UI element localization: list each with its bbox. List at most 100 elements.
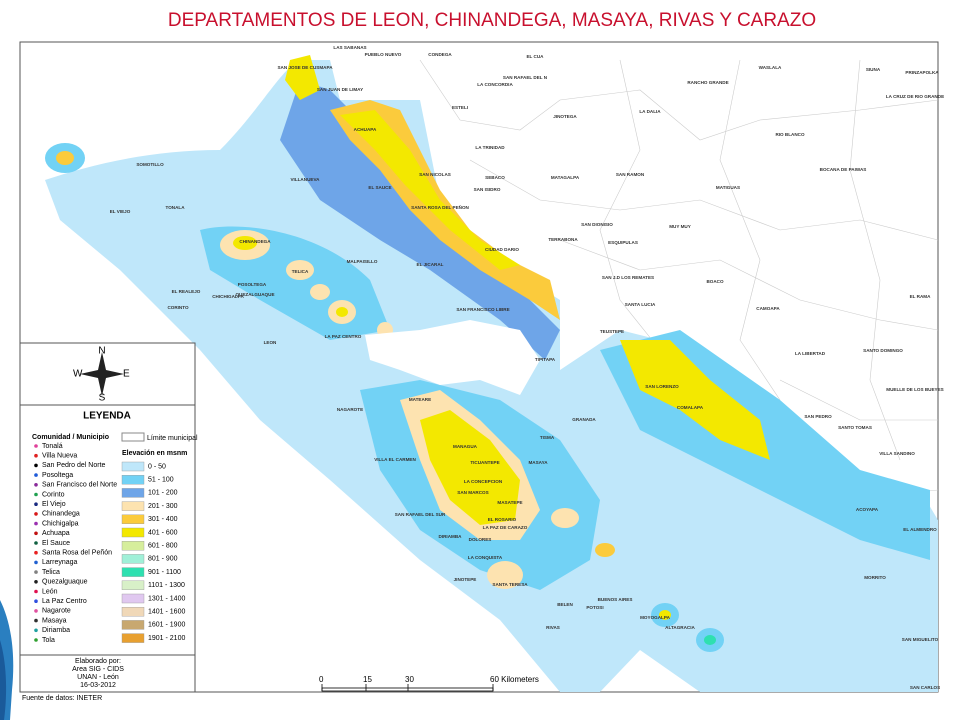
place-label: MATAGALPA [551,175,580,180]
elevation-swatch [121,593,145,604]
elevation-label: 801 - 900 [148,556,178,563]
elevation-label: 1301 - 1400 [148,595,185,602]
community-marker [34,463,38,468]
place-label: MUELLE DE LOS BUEYES [886,387,943,392]
decor [0,640,7,720]
place-label: EL REALEJO [172,289,201,294]
elevation-label: 1101 - 1300 [148,582,185,589]
place-label: LA TRINIDAD [475,145,505,150]
community-label: Larreynaga [42,559,78,566]
community-label: Diriamba [42,627,70,634]
place-label: MUY MUY [669,224,691,229]
elevation-swatch [121,567,145,577]
place-label: MASAYA [528,460,548,465]
place-label: LA PAZ DE CARAZO [483,525,528,530]
community-marker [34,512,38,516]
place-label: TEUSTEPE [600,329,624,334]
elevation-swatch [121,541,145,551]
place-label: TICUANTEPE [470,460,499,465]
place-label: QUEZALGUAQUE [235,292,274,297]
community-label: Posoltega [42,472,73,479]
elevation-swatch [121,580,145,590]
place-label: VILLA EL CARMEN [374,457,416,462]
place-label: SAN MIGUELITO [902,637,939,642]
place-label: TIPITAPA [535,357,556,362]
community-label: San Pedro del Norte [42,462,106,469]
place-label: SIUNA [866,67,881,72]
place-label: MANAGUA [453,444,478,449]
place-label: PRINZAPOLKA [905,70,939,75]
community-label: Masaya [42,617,67,624]
elevation-label: 1901 - 2100 [148,635,185,642]
place-label: BELEN [557,602,573,607]
place-label: CORINTO [167,305,189,310]
community-label: El Viejo [42,501,66,508]
place-label: SEBACO [485,175,505,180]
credit-line: UNAN - León [77,674,119,681]
elevation-swatch [121,501,145,511]
community-label: Quezalguaque [42,579,88,586]
source: Fuente de datos: INETER [22,695,102,702]
place-label: MORRITO [864,575,886,580]
place-label: MASATEPE [497,500,522,505]
place-label: MATIGUAS [716,185,740,190]
elevation-swatch [121,527,145,538]
place-label: CHINANDEGA [239,239,271,244]
place-label: SAN J.D LOS REMATES [602,275,654,280]
scale-label: 0 [319,675,324,684]
elevation-heading: Elevación en msnm [122,450,187,457]
community-label: San Francisco del Norte [42,482,117,489]
place-label: SAN CARLOS [910,685,940,690]
community-label: Tonalá [42,443,63,450]
place-label: ESQUIPULAS [608,240,638,245]
terrain [45,55,939,692]
place-label: SAN FRANCISCO LIBRE [456,307,509,312]
place-label: NAGAROTE [337,407,363,412]
community-marker [34,628,38,633]
community-label: Chichigalpa [42,520,79,527]
place-label: SANTA TERESA [492,582,528,587]
place-label: EL ALMENDRO [903,527,937,532]
place-label: DIRIAMBA [439,534,463,539]
place-label: BOACO [706,279,724,284]
place-label: TELICA [292,269,309,274]
elevation-swatch [121,461,145,472]
place-label: EL RAMA [910,294,932,299]
place-label: POSOLTEGA [238,282,267,287]
place-label: LAS SABANAS [333,45,366,50]
place-label: ALTAGRACIA [665,625,695,630]
place-label: CHICHIGALPA [212,294,244,299]
place-label: LA LIBERTAD [795,351,826,356]
elevation-label: 101 - 200 [148,490,178,497]
community-label: Tola [42,637,55,644]
place-label: MOYOGALPA [640,615,670,620]
community-marker [34,473,38,477]
community-marker [34,560,38,565]
place-label: LA DALIA [639,109,661,114]
place-label: CAMOAPA [756,306,780,311]
scale-bar [321,687,494,692]
place-label: RIVAS [546,625,560,630]
compass-e: E [123,369,130,380]
place-label: SAN JUAN DE LIMAY [317,87,363,92]
place-label: TONALA [165,205,185,210]
credit-line: Elaborado por: [75,658,121,665]
legend-box [19,342,196,693]
community-marker [34,492,38,497]
community-marker [34,570,38,574]
elevation-swatch [121,633,145,643]
community-marker [34,483,38,487]
elevation-label: 0 - 50 [148,463,166,470]
place-label: VILLA SANDINO [879,451,915,456]
place-label: SANTA ROSA DEL PEÑON [411,204,469,210]
place-label: SOMOTILLO [136,162,164,167]
place-label: ESTELI [452,105,468,110]
elevation-swatch [121,607,145,617]
place-label: CIUDAD DARIO [485,247,519,252]
place-label: SAN RAFAEL DEL N [503,75,548,80]
compass-rose [80,352,124,396]
map-title: DEPARTAMENTOS DE LEON, CHINANDEGA, MASAY… [168,10,816,31]
elevation-label: 1401 - 1600 [148,609,185,616]
community-marker [34,531,38,536]
community-label: Chinandega [42,511,80,518]
